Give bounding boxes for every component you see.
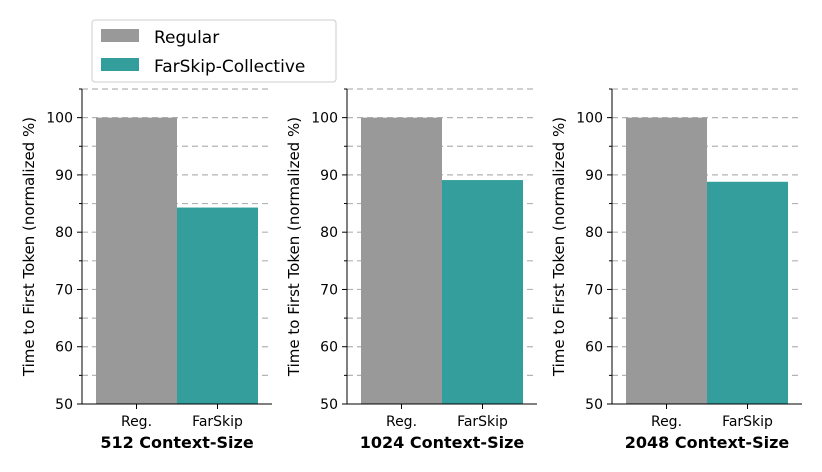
y-tick-label: 100 — [311, 111, 338, 127]
y-axis-label: Time to First Token (normalized %) — [550, 117, 568, 377]
y-axis-label: Time to First Token (normalized %) — [20, 117, 38, 377]
y-tick-label: 100 — [576, 111, 603, 127]
legend-frame — [91, 19, 337, 83]
x-tick-label: FarSkip — [192, 414, 243, 430]
legend-label-farskip: FarSkip-Collective — [154, 57, 305, 77]
y-tick-label: 60 — [320, 340, 338, 356]
y-tick-label: 50 — [320, 397, 338, 413]
y-tick-label: 80 — [55, 225, 73, 241]
chart-panel-3: 50 60 70 80 90 100 Reg. FarSkip 2048 Context-Siz… — [550, 88, 802, 452]
y-axis-label: Time to First Token (normalized %) — [285, 117, 303, 377]
legend-swatch-regular — [101, 29, 139, 42]
chart-panel-1: 50 60 70 80 90 100 Reg. FarSkip 512 Context-Size… — [20, 88, 272, 452]
bar-farskip — [177, 207, 258, 404]
x-tick-label: Reg. — [386, 414, 417, 430]
chart-panel-2: 50 60 70 80 90 100 Reg. FarSkip 1024 Context-Siz… — [285, 88, 537, 452]
bar-reg — [96, 117, 177, 405]
y-tick-label: 90 — [585, 168, 603, 184]
x-tick-label: Reg. — [651, 414, 682, 430]
y-tick-label: 80 — [320, 225, 338, 241]
y-tick-label: 70 — [585, 282, 603, 298]
y-tick-label: 60 — [55, 340, 73, 356]
x-tick-label: FarSkip — [722, 414, 773, 430]
x-tick-label: Reg. — [121, 414, 152, 430]
y-tick-label: 90 — [320, 168, 338, 184]
legend: Regular FarSkip-Collective — [91, 19, 337, 83]
y-tick-label: 70 — [320, 282, 338, 298]
y-tick-label: 50 — [55, 397, 73, 413]
y-tick-label: 80 — [585, 225, 603, 241]
y-tick-label: 70 — [55, 282, 73, 298]
legend-label-regular: Regular — [154, 28, 219, 48]
bar-farskip — [442, 180, 523, 404]
x-tick-label: FarSkip — [457, 414, 508, 430]
x-axis-label: 512 Context-Size — [100, 433, 254, 452]
y-tick-label: 60 — [585, 340, 603, 356]
y-tick-label: 90 — [55, 168, 73, 184]
x-axis-label: 1024 Context-Size — [360, 433, 525, 452]
y-tick-label: 100 — [46, 111, 73, 127]
bar-reg — [361, 117, 442, 405]
bar-reg — [626, 117, 707, 405]
bar-farskip — [707, 181, 788, 404]
y-tick-label: 50 — [585, 397, 603, 413]
x-axis-label: 2048 Context-Size — [625, 433, 790, 452]
legend-swatch-farskip — [101, 58, 139, 71]
